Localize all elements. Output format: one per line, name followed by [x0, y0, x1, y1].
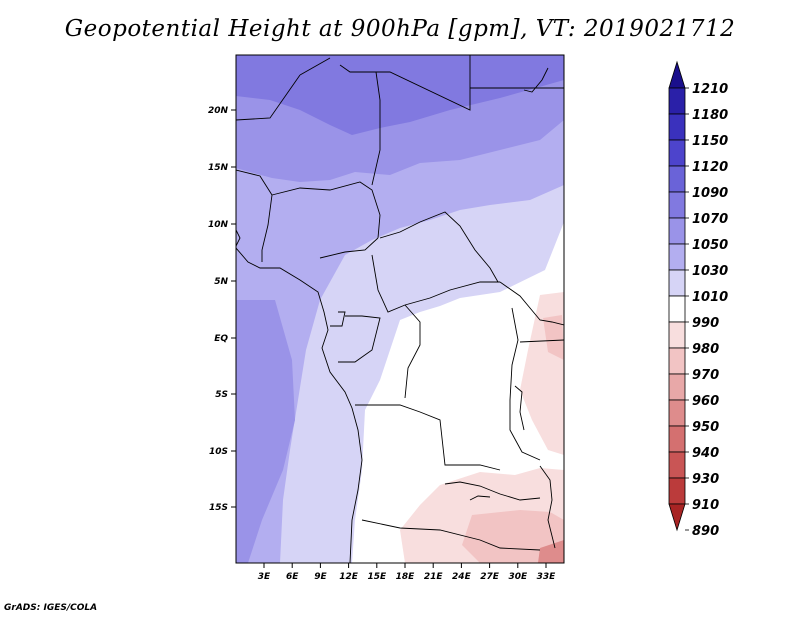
- colorbar-segment: [668, 269, 686, 297]
- map-field: [236, 55, 564, 563]
- lon-tick-label: 27E: [480, 572, 500, 582]
- colorbar-label: 890: [692, 524, 719, 539]
- colorbar-segment: [668, 139, 686, 167]
- lat-tick-label: 10S: [209, 447, 228, 457]
- colorbar-segment: [668, 165, 686, 193]
- colorbar-label: 1180: [692, 108, 728, 123]
- lon-tick-label: 12E: [339, 572, 359, 582]
- lon-tick-label: 18E: [396, 572, 416, 582]
- colorbar-label: 1050: [692, 238, 728, 253]
- colorbar-label: 970: [692, 368, 719, 383]
- country-borders: [236, 55, 564, 563]
- colorbar-label: 930: [692, 472, 719, 487]
- colorbar-segment: [668, 87, 686, 115]
- colorbar-label: 1010: [692, 290, 728, 305]
- lat-tick-label: EQ: [214, 334, 228, 344]
- colorbar-label: 980: [692, 342, 719, 357]
- colorbar-segment: [668, 217, 686, 245]
- colorbar-label: 1210: [692, 82, 728, 97]
- colorbar-label: 950: [692, 420, 719, 435]
- colorbar-segment: [668, 113, 686, 141]
- longitude-axis: 3E 6E 9E 12E 15E 18E 21E 24E 27E 30E 33E: [258, 563, 556, 582]
- colorbar-segment: [668, 347, 686, 375]
- colorbar-label: 1120: [692, 160, 728, 175]
- colorbar-segment: [668, 477, 686, 505]
- lat-tick-label: 20N: [208, 106, 229, 116]
- colorbar-label: 960: [692, 394, 719, 409]
- chart-title: Geopotential Height at 900hPa [gpm], VT:…: [64, 16, 736, 42]
- lon-tick-label: 21E: [424, 572, 444, 582]
- lon-tick-label: 33E: [537, 572, 557, 582]
- colorbar-label: 940: [692, 446, 719, 461]
- lat-tick-label: 15S: [209, 503, 228, 513]
- colorbar-segment: [668, 399, 686, 427]
- colorbar-segment: [668, 451, 686, 479]
- colorbar-label: 1090: [692, 186, 728, 201]
- colorbar-label: 910: [692, 498, 719, 513]
- colorbar-label: 1030: [692, 264, 728, 279]
- colorbar-label: 1070: [692, 212, 728, 227]
- lon-tick-label: 9E: [314, 572, 327, 582]
- lat-tick-label: 15N: [208, 163, 229, 173]
- lat-tick-label: 10N: [208, 220, 229, 230]
- colorbar-segment: [668, 425, 686, 453]
- lon-tick-label: 15E: [367, 572, 387, 582]
- lon-tick-label: 24E: [452, 572, 472, 582]
- latitude-axis: 20N 15N 10N 5N EQ 5S 10S 15S: [208, 106, 236, 513]
- colorbar-label: 1150: [692, 134, 728, 149]
- colorbar-segment: [668, 321, 686, 349]
- colorbar: 1210 1180 1150 1120 1090 1070 1050 1030 1010 990 9…: [668, 60, 728, 539]
- lon-tick-label: 3E: [258, 572, 271, 582]
- lat-tick-label: 5S: [215, 390, 228, 400]
- colorbar-top-triangle: [668, 60, 686, 89]
- colorbar-segment: [668, 243, 686, 271]
- colorbar-label: 990: [692, 316, 719, 331]
- lat-tick-label: 5N: [214, 277, 228, 287]
- footer-credit: GrADS: IGES/COLA: [4, 603, 98, 613]
- colorbar-segment: [668, 295, 686, 323]
- lon-tick-label: 30E: [508, 572, 528, 582]
- colorbar-segment: [668, 373, 686, 401]
- colorbar-segment: [668, 191, 686, 219]
- map-frame: [235, 54, 565, 564]
- colorbar-bottom-triangle: [668, 503, 686, 532]
- lon-tick-label: 6E: [286, 572, 299, 582]
